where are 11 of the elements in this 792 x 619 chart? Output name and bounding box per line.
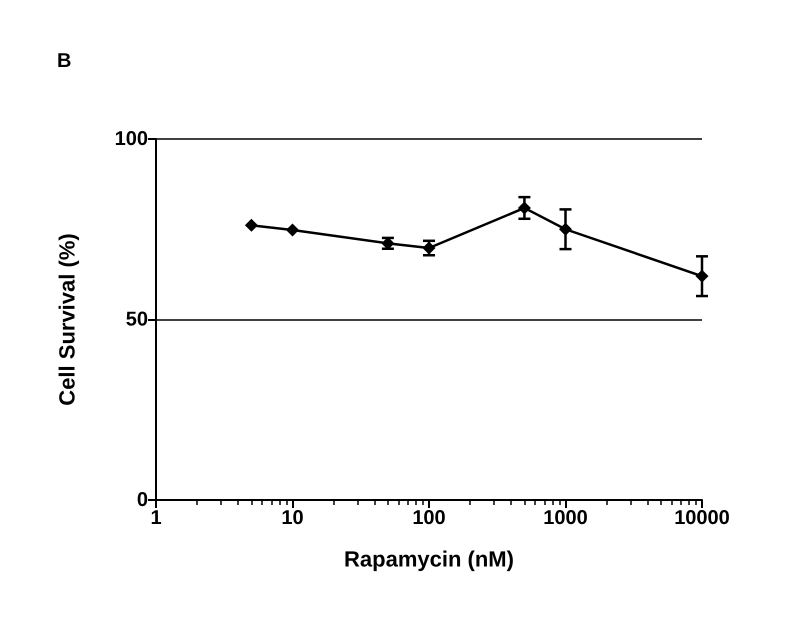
x-axis-title: Rapamycin (nM)	[344, 546, 514, 572]
x-tick-label: 10000	[674, 507, 730, 529]
x-tick-label: 10	[281, 507, 304, 529]
y-axis-title: Cell Survival (%)	[54, 233, 80, 406]
x-tick-label: 1000	[543, 507, 588, 529]
y-tick-label: 100	[114, 128, 148, 150]
y-tick-label: 50	[126, 308, 148, 330]
x-tick-label: 100	[412, 507, 446, 529]
x-tick-label: 1	[150, 507, 162, 529]
y-tick-label: 0	[136, 489, 148, 511]
chart-title: B	[57, 50, 72, 72]
